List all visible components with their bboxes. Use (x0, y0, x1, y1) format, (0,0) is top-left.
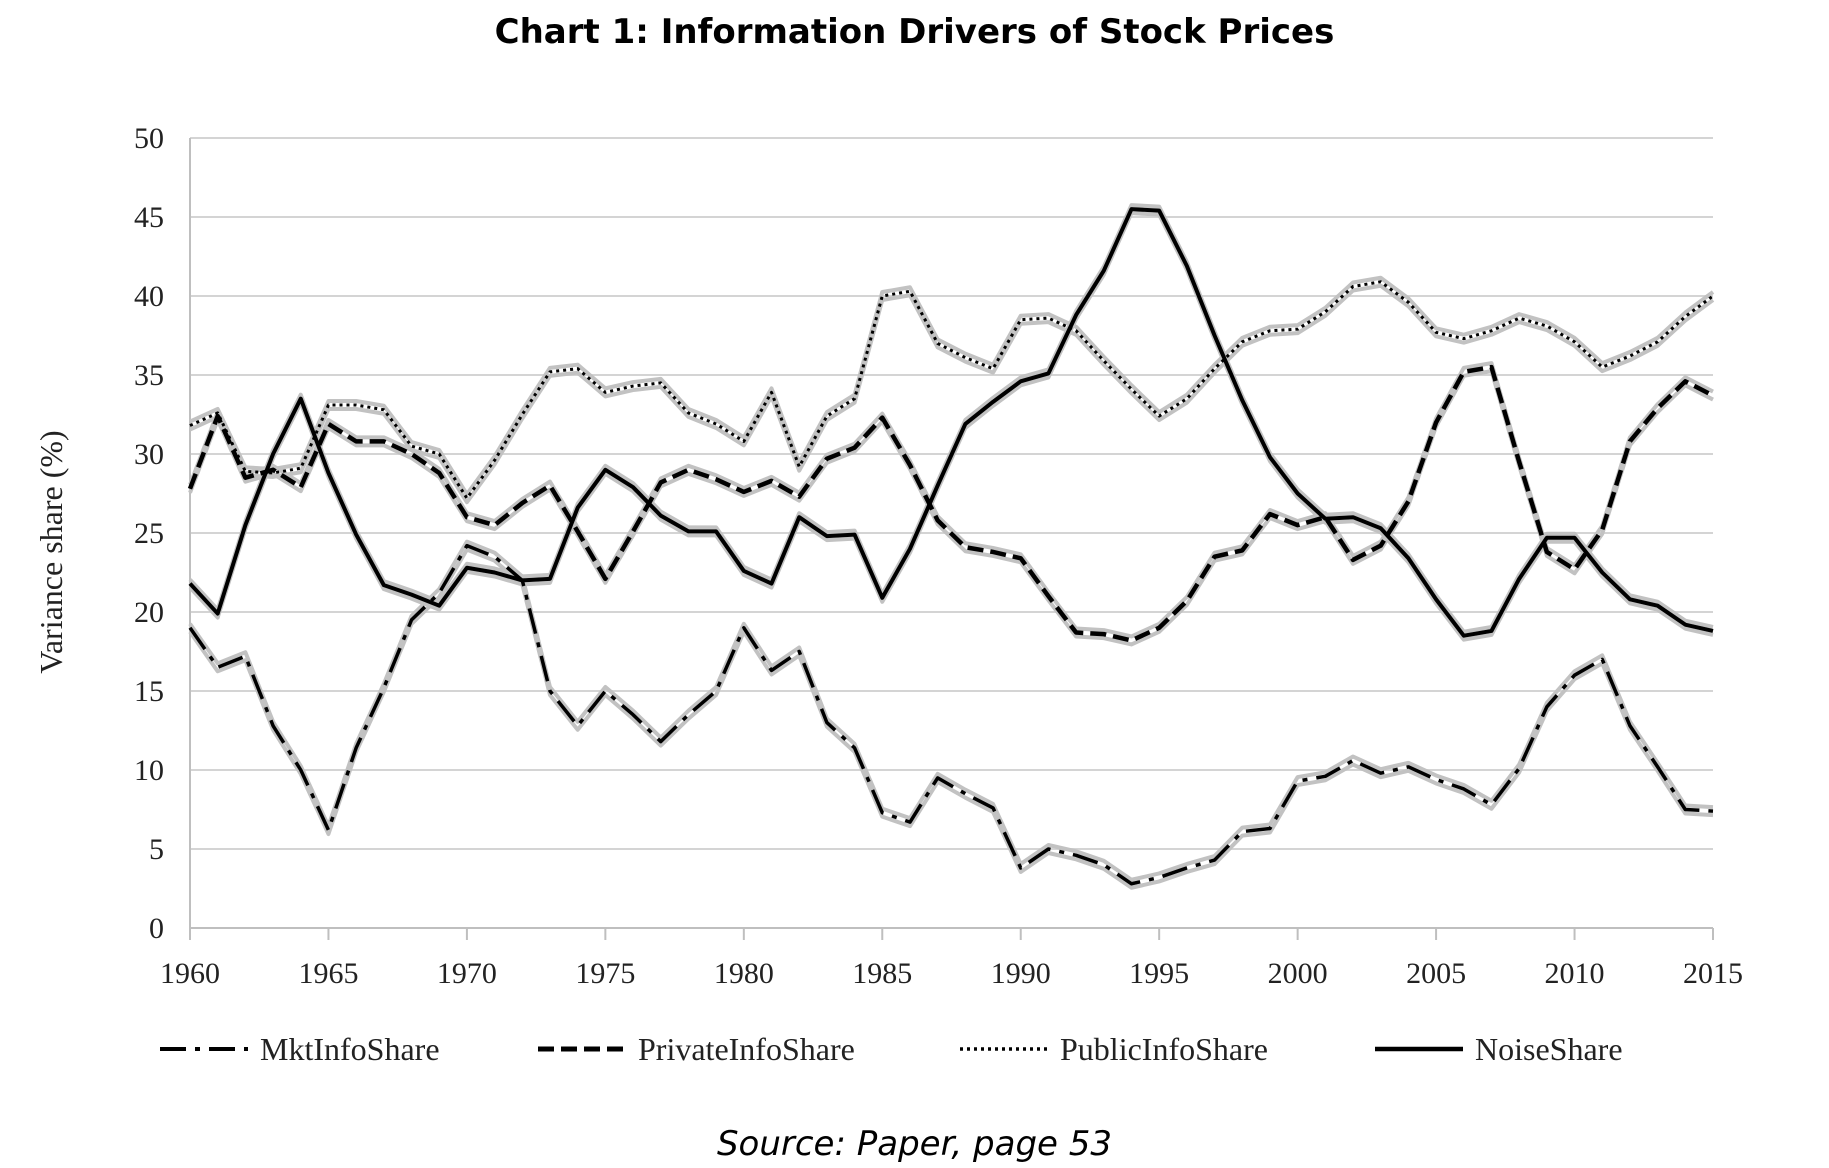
y-tick-label: 10 (134, 754, 164, 787)
x-tick-label: 1995 (1129, 957, 1189, 990)
x-tick-label: 1970 (437, 957, 497, 990)
y-tick-labels: 0 5 10 15 20 25 30 35 40 45 50 (134, 122, 164, 945)
y-axis-label: Variance share (%) (33, 430, 69, 673)
x-tick-label: 1965 (298, 957, 358, 990)
series-line-mktinfoshare (188, 543, 1714, 886)
y-tick-label: 15 (134, 675, 164, 708)
x-tick-label: 1980 (714, 957, 774, 990)
legend-label-noiseshare: NoiseShare (1475, 1031, 1623, 1067)
y-tick-label: 45 (134, 201, 164, 234)
x-tick-labels: 1960 1965 1970 1975 1980 1985 1990 1995 2000 2005… (160, 957, 1743, 990)
x-tick-label: 1975 (575, 957, 635, 990)
chart-title: Chart 1: Information Drivers of Stock Pr… (494, 12, 1335, 52)
x-tick-label: 2015 (1683, 957, 1743, 990)
series-band-mktinfoshare (188, 539, 1714, 882)
legend: MktInfoShare PrivateInfoShare PublicInfoSh… (160, 1031, 1623, 1067)
source-note: Source: Paper, page 53 (716, 1124, 1113, 1164)
series-band-publicinfoshare (189, 275, 1715, 497)
line-chart: 1960 1965 1970 1975 1980 1985 1990 1995 2000 2005… (33, 122, 1743, 1067)
gridlines (190, 137, 1713, 850)
y-tick-label: 40 (134, 280, 164, 313)
legend-label-mktinfoshare: MktInfoShare (260, 1031, 440, 1067)
legend-label-privateinfoshare: PrivateInfoShare (638, 1031, 855, 1067)
x-tick-label: 1960 (160, 957, 220, 990)
series-line-noiseshare (188, 207, 1714, 638)
x-tick-label: 1990 (991, 957, 1051, 990)
y-tick-label: 35 (134, 359, 164, 392)
series-band-noiseshare (188, 211, 1714, 642)
y-tick-label: 5 (149, 833, 164, 866)
x-tick-label: 1985 (852, 957, 912, 990)
y-tick-label: 50 (134, 122, 164, 155)
series-line-privateinfoshare (187, 364, 1715, 643)
y-tick-label: 25 (134, 517, 164, 550)
x-tick-label: 2010 (1545, 957, 1605, 990)
y-tick-label: 30 (134, 438, 164, 471)
axes (189, 138, 1714, 940)
series-band-mktinfoshare (188, 547, 1714, 890)
series-lines (187, 207, 1715, 886)
series-band-noiseshare (188, 203, 1714, 634)
series-line-publicinfoshare (189, 280, 1714, 500)
y-tick-label: 20 (134, 596, 164, 629)
y-tick-label: 0 (149, 912, 164, 945)
legend-label-publicinfoshare: PublicInfoShare (1060, 1031, 1268, 1067)
series-band-publicinfoshare (189, 283, 1715, 505)
x-tick-label: 2000 (1268, 957, 1328, 990)
x-tick-label: 2005 (1406, 957, 1466, 990)
